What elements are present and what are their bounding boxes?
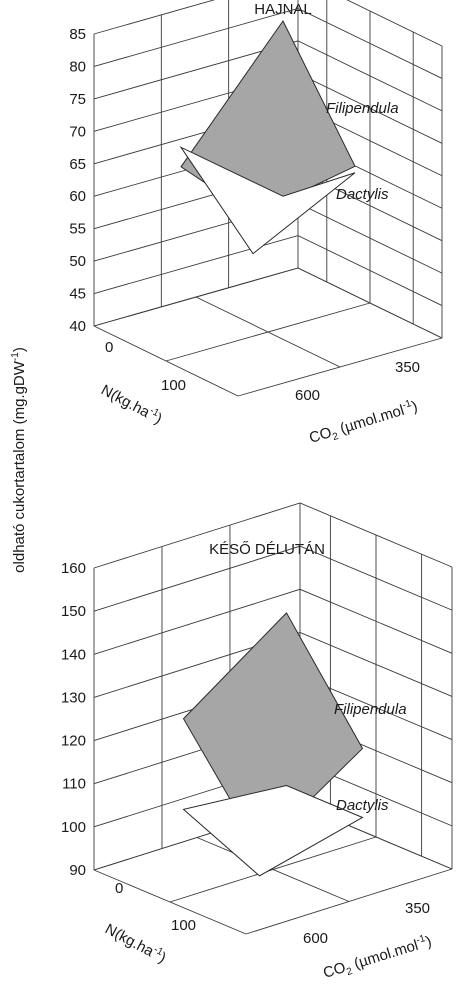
floor-line <box>165 302 371 362</box>
surface-dactylis <box>182 784 364 877</box>
y-tick-60: 60 <box>69 188 86 205</box>
n-axis-label: N(kg.ha-1) <box>98 381 165 428</box>
surfaces <box>182 612 364 877</box>
y-tick-140: 140 <box>61 646 86 663</box>
y-tick-110: 110 <box>62 776 86 793</box>
y-tick-55: 55 <box>69 221 86 238</box>
y-tick-150: 150 <box>61 603 86 620</box>
y-tick-labels: 40 45 50 55 60 65 70 75 80 85 <box>69 26 86 335</box>
co2-tick-350: 350 <box>405 900 430 917</box>
floor-line <box>245 868 453 935</box>
y-tick-120: 120 <box>61 733 86 750</box>
y-tick-75: 75 <box>69 91 86 108</box>
floor-line <box>169 836 377 903</box>
y-tick-70: 70 <box>69 123 86 140</box>
gridline-160 <box>93 502 453 569</box>
y-tick-65: 65 <box>69 156 86 173</box>
series-label-filipendula: Filipendula <box>334 701 407 718</box>
chart-title: KÉSŐ DÉLUTÁN <box>209 541 325 558</box>
grid <box>93 0 443 397</box>
y-axis-label: oldható cukortartalom (mg.gDW-1) <box>10 347 28 573</box>
surface-dactylis <box>179 146 356 255</box>
y-tick-labels: 90 100 110 120 130 140 150 160 <box>61 560 86 879</box>
series-label-dactylis: Dactylis <box>336 797 389 814</box>
surfaces <box>179 20 356 255</box>
co2-tick-350: 350 <box>395 359 420 376</box>
n-tick-0: 0 <box>105 339 113 356</box>
y-tick-100: 100 <box>61 819 86 836</box>
y-tick-50: 50 <box>69 253 86 270</box>
floor-line <box>93 267 299 327</box>
chart-title: HAJNAL <box>254 1 312 18</box>
n-tick-0: 0 <box>115 880 123 897</box>
y-tick-45: 45 <box>69 286 86 303</box>
n-tick-100: 100 <box>161 377 186 394</box>
floor-line <box>237 337 443 397</box>
chart-keso-delutan: KÉSŐ DÉLUTÁN 90 100 110 120 130 140 150 160 Fil… <box>61 502 453 985</box>
y-tick-90: 90 <box>69 862 86 879</box>
co2-axis-label: CO2 (µmol.mol-1) <box>321 932 435 985</box>
co2-axis-label: CO2 (µmol.mol-1) <box>307 397 421 450</box>
gridline-85 <box>93 0 443 47</box>
series-label-dactylis: Dactylis <box>336 186 389 203</box>
y-tick-160: 160 <box>61 560 86 577</box>
co2-tick-600: 600 <box>303 930 328 947</box>
series-label-filipendula: Filipendula <box>326 100 399 117</box>
y-tick-40: 40 <box>69 318 86 335</box>
co2-tick-600: 600 <box>295 387 320 404</box>
y-tick-80: 80 <box>69 58 86 75</box>
y-tick-130: 130 <box>61 689 86 706</box>
n-axis-label: N(kg.ha-1) <box>102 920 169 967</box>
n-tick-100: 100 <box>171 917 196 934</box>
y-tick-85: 85 <box>69 26 86 43</box>
